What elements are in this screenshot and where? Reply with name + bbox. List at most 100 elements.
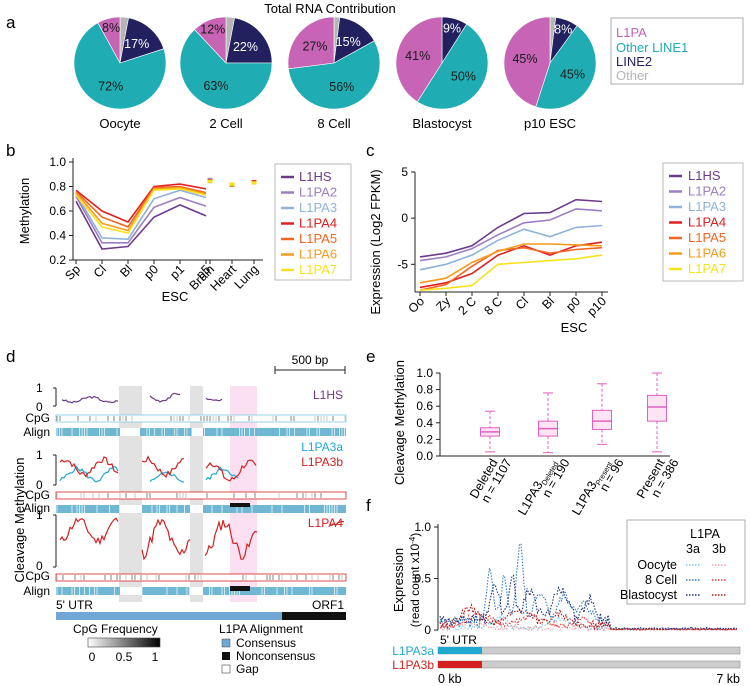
pie-slice-label: 72% bbox=[98, 80, 123, 94]
d-orf-label: ORF1 bbox=[312, 598, 344, 612]
c-xtick-label: 2 C bbox=[455, 294, 479, 318]
f-trace bbox=[439, 574, 738, 631]
f-legend-title: L1PA bbox=[690, 527, 720, 541]
panel-letter-f: f bbox=[366, 496, 371, 515]
f-legend-label: Blastocyst bbox=[620, 588, 677, 602]
panel-a: a Total RNA Contribution 17% 72% 8% Oocyte 2… bbox=[6, 1, 744, 131]
l1pa4-curve bbox=[329, 520, 345, 526]
b-legend-label: L1PA6 bbox=[299, 247, 337, 262]
cpg-row bbox=[55, 491, 347, 500]
cpg-frequency-gradient bbox=[87, 637, 161, 648]
cpg-label-3: CpG bbox=[25, 569, 50, 583]
d-ytick-0b: 0 bbox=[36, 478, 43, 492]
c-ytick-label: -5 bbox=[397, 257, 408, 271]
box-iqr bbox=[592, 409, 612, 430]
f-track-bg-1 bbox=[437, 646, 741, 655]
l1pa3a-curve bbox=[205, 466, 239, 481]
pie-slice-other-line1 bbox=[179, 29, 273, 110]
f-track-bg-2 bbox=[437, 660, 741, 669]
c-legend-label: L1PA3 bbox=[688, 199, 726, 214]
d-ytick-1c: 1 bbox=[36, 508, 43, 522]
pie-label: p10 ESC bbox=[524, 116, 576, 131]
pie-slice-label: 22% bbox=[233, 40, 258, 54]
pie-p10-esc: 8% 45% 45% p10 ESC bbox=[503, 16, 597, 131]
pie-legend-box bbox=[610, 17, 744, 85]
pie-slice-label: 8% bbox=[102, 21, 120, 35]
l1pa4-curve bbox=[59, 517, 119, 546]
align-legend-consensus: Consensus bbox=[236, 636, 296, 650]
align-gap bbox=[120, 505, 142, 513]
legend-other-line1: Other LINE1 bbox=[616, 40, 688, 55]
l1pa3b-curve bbox=[59, 456, 119, 478]
panel-e: e 0.0 0.2 0.4 0.6 0.8 1.0 Cleavage Methylation… bbox=[366, 347, 682, 519]
c-series-l1pa2 bbox=[419, 208, 603, 262]
panel-d: d Cleavage Methylation 500 bp L1HS L1PA3… bbox=[6, 347, 347, 676]
c-series-l1hs bbox=[419, 198, 603, 258]
b-series-l1hs bbox=[75, 200, 207, 250]
c-legend-label: L1PA4 bbox=[688, 215, 726, 230]
e-ytick-label: 0.0 bbox=[416, 449, 433, 463]
b-legend-label: L1PA3 bbox=[299, 200, 337, 215]
pie-slice-l1pa bbox=[194, 16, 227, 64]
pie-slice-l1pa bbox=[503, 16, 551, 108]
pie-label: Oocyte bbox=[99, 116, 140, 131]
c-xtick-label: 8 C bbox=[481, 294, 505, 318]
c-xtick-label: Bl bbox=[539, 294, 557, 312]
panel-f: f 0 0.5 1.0 Expression (read count x10-4) L1P… bbox=[366, 496, 746, 686]
track-label-l1pa4: L1PA4 bbox=[308, 516, 343, 530]
pie-slice-line2 bbox=[225, 17, 273, 64]
f-trace bbox=[439, 602, 738, 631]
panel-letter-d: d bbox=[6, 347, 15, 366]
d-ytick-0c: 0 bbox=[36, 559, 43, 573]
l1hs-curve bbox=[205, 397, 223, 402]
f-ytick-label: 0 bbox=[424, 623, 431, 637]
pie-slice-label: 56% bbox=[329, 80, 354, 94]
pie-legend: L1PA Other LINE1 LINE2 Other bbox=[610, 17, 744, 85]
panel-d-ylabel: Cleavage Methylation bbox=[12, 457, 27, 582]
pie-slice-label: 15% bbox=[336, 35, 361, 49]
methylation-tracks bbox=[53, 387, 347, 595]
f-track-label-l1pa3b: L1PA3b bbox=[392, 658, 434, 672]
c-series-l1pa7 bbox=[419, 254, 603, 291]
panel-letter-b: b bbox=[6, 141, 15, 160]
track-label-l1hs: L1HS bbox=[313, 388, 343, 402]
b-ytick-label: 0.6 bbox=[49, 204, 66, 218]
cpg-frequency-title: CpG Frequency bbox=[73, 622, 158, 636]
pie-slice-label: 50% bbox=[451, 70, 476, 84]
pie-slice-label: 17% bbox=[124, 37, 149, 51]
cpg-label-1: CpG bbox=[25, 411, 50, 425]
f-track-label-l1pa3a: L1PA3a bbox=[392, 644, 434, 658]
f-utr-label: 5' UTR bbox=[440, 633, 477, 647]
legend-l1pa: L1PA bbox=[616, 25, 647, 40]
b-tissue-point bbox=[207, 180, 213, 184]
f-legend-label: Oocyte bbox=[637, 558, 677, 572]
align-label-3: Align bbox=[23, 584, 50, 598]
c-series-l1pa6 bbox=[419, 243, 603, 284]
orf-bar bbox=[282, 612, 346, 620]
align-gap bbox=[120, 428, 140, 436]
b-ytick-label: 0.4 bbox=[49, 229, 66, 243]
b-series-l1pa5 bbox=[75, 185, 207, 228]
b-tissue-point bbox=[229, 182, 235, 186]
pie-label: 8 Cell bbox=[317, 116, 350, 131]
c-series-l1pa3 bbox=[419, 224, 603, 271]
c-ylabel: Expression (Log2 FPKM) bbox=[368, 169, 383, 314]
pie-slice-label: 8% bbox=[554, 23, 572, 37]
align-gap bbox=[120, 587, 142, 595]
cpg-freq-tick-0: 0 bbox=[89, 650, 96, 664]
b-ytick-label: 0.2 bbox=[49, 253, 66, 267]
l1hs-curve bbox=[149, 392, 180, 403]
legend-line2: LINE2 bbox=[616, 54, 652, 69]
utr-bar bbox=[56, 612, 282, 620]
b-xtick-label: Lung bbox=[232, 262, 262, 292]
pie-slice-label: 63% bbox=[203, 79, 228, 93]
c-legend-label: L1HS bbox=[688, 168, 721, 183]
c-xtick-label: Cl bbox=[513, 294, 531, 312]
nonconsensus-swatch bbox=[222, 652, 230, 660]
